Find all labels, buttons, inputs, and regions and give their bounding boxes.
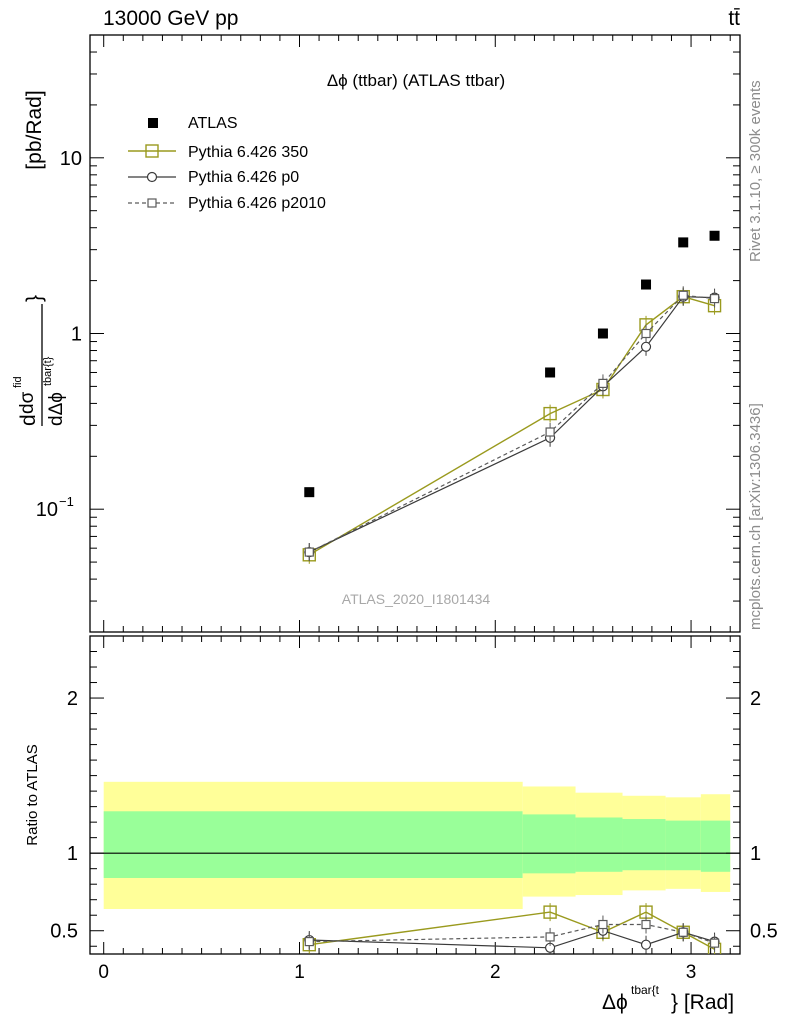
ratio-p350-point xyxy=(543,905,557,919)
ratio-series xyxy=(302,903,722,954)
main-y-axis-fraction: d dσ fid dΔϕ tbar{t} } xyxy=(12,295,67,426)
main-atlas-point xyxy=(678,237,689,248)
ratio-p2010-point xyxy=(598,919,608,930)
ratio-band-inner xyxy=(103,811,523,878)
x-tick-label: 3 xyxy=(686,962,697,983)
ratio-p350-line xyxy=(309,911,715,950)
svg-text:d: d xyxy=(17,414,40,426)
main-p2010-point xyxy=(678,290,688,300)
x-tick-label: 1 xyxy=(294,962,305,983)
ratio-p2010-point xyxy=(678,927,688,937)
x-tick-label: 0 xyxy=(98,962,109,983)
mcplots-label: mcplots.cern.ch [arXiv:1306.3436] xyxy=(747,403,764,630)
main-p2010-point xyxy=(709,293,720,304)
ratio-y-tick-label-right: 2 xyxy=(750,688,761,710)
x-axis-label-main: Δϕ xyxy=(602,991,628,1014)
ratio-band-inner xyxy=(665,820,701,871)
main-p0-point xyxy=(640,341,652,352)
analysis-id-label: ATLAS_2020_I1801434 xyxy=(342,591,491,607)
main-p350-line xyxy=(308,295,715,556)
ratio-band-inner xyxy=(700,820,731,872)
ratio-y-tick-label: 1 xyxy=(67,843,78,865)
main-p2010-point xyxy=(598,378,608,388)
ratio-band-inner xyxy=(575,817,623,872)
ratio-p2010-line xyxy=(309,923,715,944)
svg-text:tbar{t}: tbar{t} xyxy=(42,356,54,386)
legend-p350-label: Pythia 6.426 350 xyxy=(188,144,308,161)
main-plot-title: Δϕ (ttbar) (ATLAS ttbar) xyxy=(327,71,505,90)
main-y-tick-label-exp: −1 xyxy=(59,494,74,509)
main-p2010-point xyxy=(545,427,555,437)
main-p0-line xyxy=(309,296,715,553)
main-atlas-point xyxy=(709,230,720,241)
ratio-p0-line xyxy=(309,930,715,949)
ratio-y-tick-label-right: 1 xyxy=(750,843,761,865)
x-axis-label-sup: tbar{t xyxy=(631,983,660,997)
x-axis-label: Δϕ tbar{t } [Rad] xyxy=(602,983,734,1014)
ratio-y-axis-label: Ratio to ATLAS xyxy=(24,744,41,845)
main-y-tick-label-base: 10 xyxy=(36,499,58,521)
ratio-y-tick-label-right: 0.5 xyxy=(750,921,778,943)
ratio-axis-ticks: 0 1 2 3 0.5 0.5 1 1 2 2 xyxy=(50,636,778,983)
legend: ATLAS Pythia 6.426 350 Pythia 6.426 p0 P… xyxy=(128,115,326,212)
svg-text:fid: fid xyxy=(12,376,24,388)
main-atlas-point xyxy=(597,328,608,339)
main-atlas-point xyxy=(545,367,556,378)
main-atlas-point xyxy=(641,279,652,290)
legend-atlas-marker xyxy=(148,118,158,128)
ratio-bands xyxy=(90,781,740,910)
legend-p350-marker xyxy=(145,144,159,158)
legend-p2010-marker xyxy=(147,198,157,208)
main-p2010-point xyxy=(641,328,651,339)
main-series xyxy=(302,230,722,564)
ratio-band-inner xyxy=(522,814,576,874)
energy-label: 13000 GeV pp xyxy=(103,7,238,30)
main-p350-point xyxy=(543,406,557,421)
x-tick-label: 2 xyxy=(490,962,501,983)
svg-text:dΔϕ: dΔϕ xyxy=(46,392,67,426)
svg-text:[pb/Rad]: [pb/Rad] xyxy=(23,90,46,169)
ratio-p2010-point xyxy=(304,936,314,947)
x-axis-label-unit: } [Rad] xyxy=(671,991,734,1014)
main-p2010-point xyxy=(304,547,314,557)
legend-p0-marker xyxy=(146,171,158,183)
main-p2010-line xyxy=(309,294,715,553)
legend-atlas-label: ATLAS xyxy=(188,115,238,132)
rivet-label: Rivet 3.1.10, ≥ 300k events xyxy=(747,80,764,262)
ratio-plot-frame xyxy=(89,635,741,955)
main-y-tick-label: 10 xyxy=(60,148,82,170)
ratio-p0-point xyxy=(640,939,652,950)
main-atlas-point xyxy=(304,487,315,498)
process-label: tt̄ xyxy=(728,7,740,30)
ratio-p2010-point xyxy=(641,919,651,930)
ratio-y-tick-label: 0.5 xyxy=(50,921,78,943)
ratio-p2010-point xyxy=(709,938,720,948)
ratio-y-tick-label: 2 xyxy=(67,688,78,710)
svg-text:}: } xyxy=(23,295,46,302)
ratio-p2010-point xyxy=(545,932,555,942)
main-y-axis-label: [pb/Rad] xyxy=(23,90,46,169)
ratio-band-inner xyxy=(622,819,666,871)
main-y-tick-label: 1 xyxy=(71,324,82,346)
svg-text:dσ: dσ xyxy=(17,391,38,414)
legend-p2010-label: Pythia 6.426 p2010 xyxy=(188,195,326,212)
legend-p0-label: Pythia 6.426 p0 xyxy=(188,169,299,186)
